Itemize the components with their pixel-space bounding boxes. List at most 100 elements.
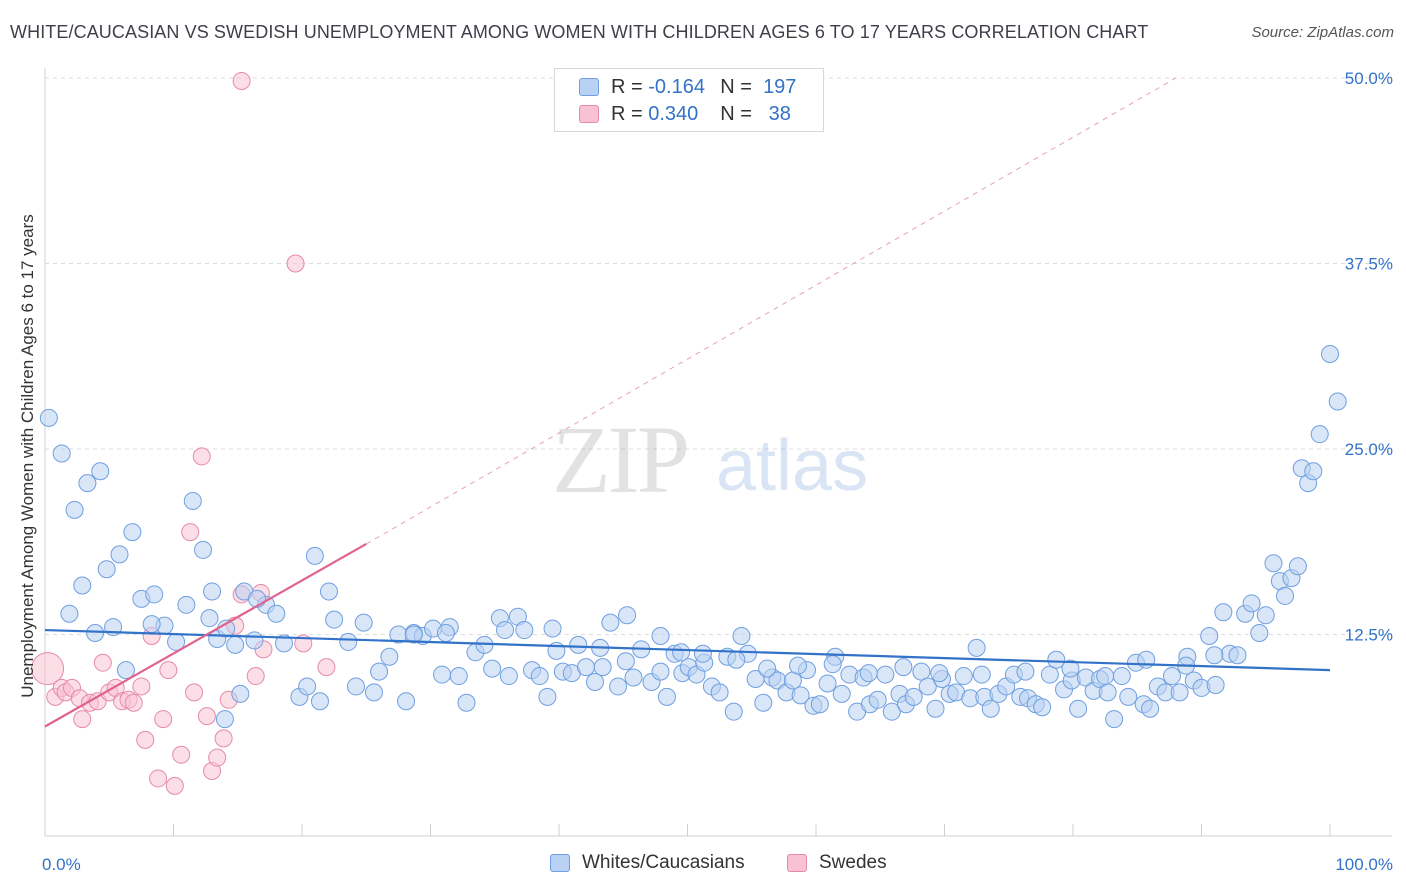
whites-point [1328,392,1347,411]
whites-point [810,695,829,714]
legend-row-whites: R = -0.164 N = 197 [579,74,796,100]
whites-point [981,699,1000,718]
whites-point [651,662,670,681]
whites-point [1228,646,1247,665]
whites-point [657,687,676,706]
y-tick-label: 12.5% [1345,626,1393,645]
y-tick-label: 25.0% [1345,440,1393,459]
legend-swatch-whites [579,78,599,96]
whites-points [39,345,1347,729]
whites-point [543,619,562,638]
whites-point [576,658,595,677]
whites-point [305,546,324,565]
swedes-point [159,661,178,680]
whites-point [1310,425,1329,444]
bottom-legend-label-swedes: Swedes [819,852,887,873]
swedes-point [185,683,204,702]
whites-point [530,667,549,686]
swedes-point [136,730,155,749]
whites-point [275,634,294,653]
watermark: ZIP atlas [552,406,868,513]
swedes-point [246,667,265,686]
whites-point [1047,650,1066,669]
whites-point [930,664,949,683]
whites-point [876,665,895,684]
whites-point [91,462,110,481]
whites-point [200,609,219,628]
whites-point [73,576,92,595]
whites-point [116,661,135,680]
whites-point [1061,659,1080,678]
x-tick-labels: 0.0% 100.0% [42,855,1393,874]
whites-trend-line [44,628,1331,672]
whites-point [569,635,588,654]
whites-point [912,662,931,681]
swedes-point [286,254,305,273]
y-tick-label: 37.5% [1345,255,1393,274]
whites-point [651,626,670,645]
whites-point [433,665,452,684]
whites-point [65,500,84,519]
whites-point [754,693,773,712]
whites-point [339,632,358,651]
swedes-trend-line [44,543,367,728]
whites-point [325,610,344,629]
whites-point [142,615,161,634]
whites-point [215,710,234,729]
whites-point [538,687,557,706]
y-axis-label: Unemployment Among Women with Children A… [18,214,37,698]
swedes-point [31,652,65,686]
whites-point [724,702,743,721]
whites-point [882,702,901,721]
whites-point [1112,667,1131,686]
whites-point [1250,624,1269,643]
whites-point [39,408,58,427]
swedes-point [154,710,173,729]
whites-point [1162,667,1181,686]
whites-point [436,624,455,643]
whites-point [859,664,878,683]
whites-point [1205,646,1224,665]
whites-point [791,686,810,705]
whites-point [1119,687,1138,706]
whites-point [310,692,329,711]
whites-point [60,604,79,623]
whites-point [370,662,389,681]
whites-point [1137,650,1156,669]
whites-point [732,626,751,645]
whites-point [672,643,691,662]
whites-point [177,595,196,614]
whites-point [319,582,338,601]
whites-point [1288,557,1307,576]
swedes-point [197,707,216,726]
whites-point [226,635,245,654]
whites-point [1170,683,1189,702]
whites-point [364,683,383,702]
whites-point [693,644,712,663]
swedes-point [124,693,143,712]
whites-point [585,672,604,691]
whites-point [457,693,476,712]
swedes-point [132,677,151,696]
swedes-point [165,776,184,795]
legend-n-label: N = [720,75,752,98]
whites-point [1321,345,1339,364]
whites-point [123,523,142,542]
bottom-legend-whites: Whites/Caucasians [550,852,745,874]
whites-point [194,540,213,559]
trend-lines [44,77,1331,728]
whites-point [231,684,250,703]
whites-point [404,625,423,644]
whites-point [496,621,515,640]
whites-point [1242,594,1261,613]
chart-title: WHITE/CAUCASIAN VS SWEDISH UNEMPLOYMENT … [10,22,1149,42]
whites-point [868,690,887,709]
axes [44,68,1392,837]
swedes-point [93,653,112,672]
whites-point [346,677,365,696]
correlation-legend: R = -0.164 N = 197 R = 0.340 N = 38 [554,68,824,132]
whites-point [954,667,973,686]
whites-point [1256,606,1275,625]
whites-point [832,684,851,703]
watermark-zip: ZIP [552,406,687,513]
